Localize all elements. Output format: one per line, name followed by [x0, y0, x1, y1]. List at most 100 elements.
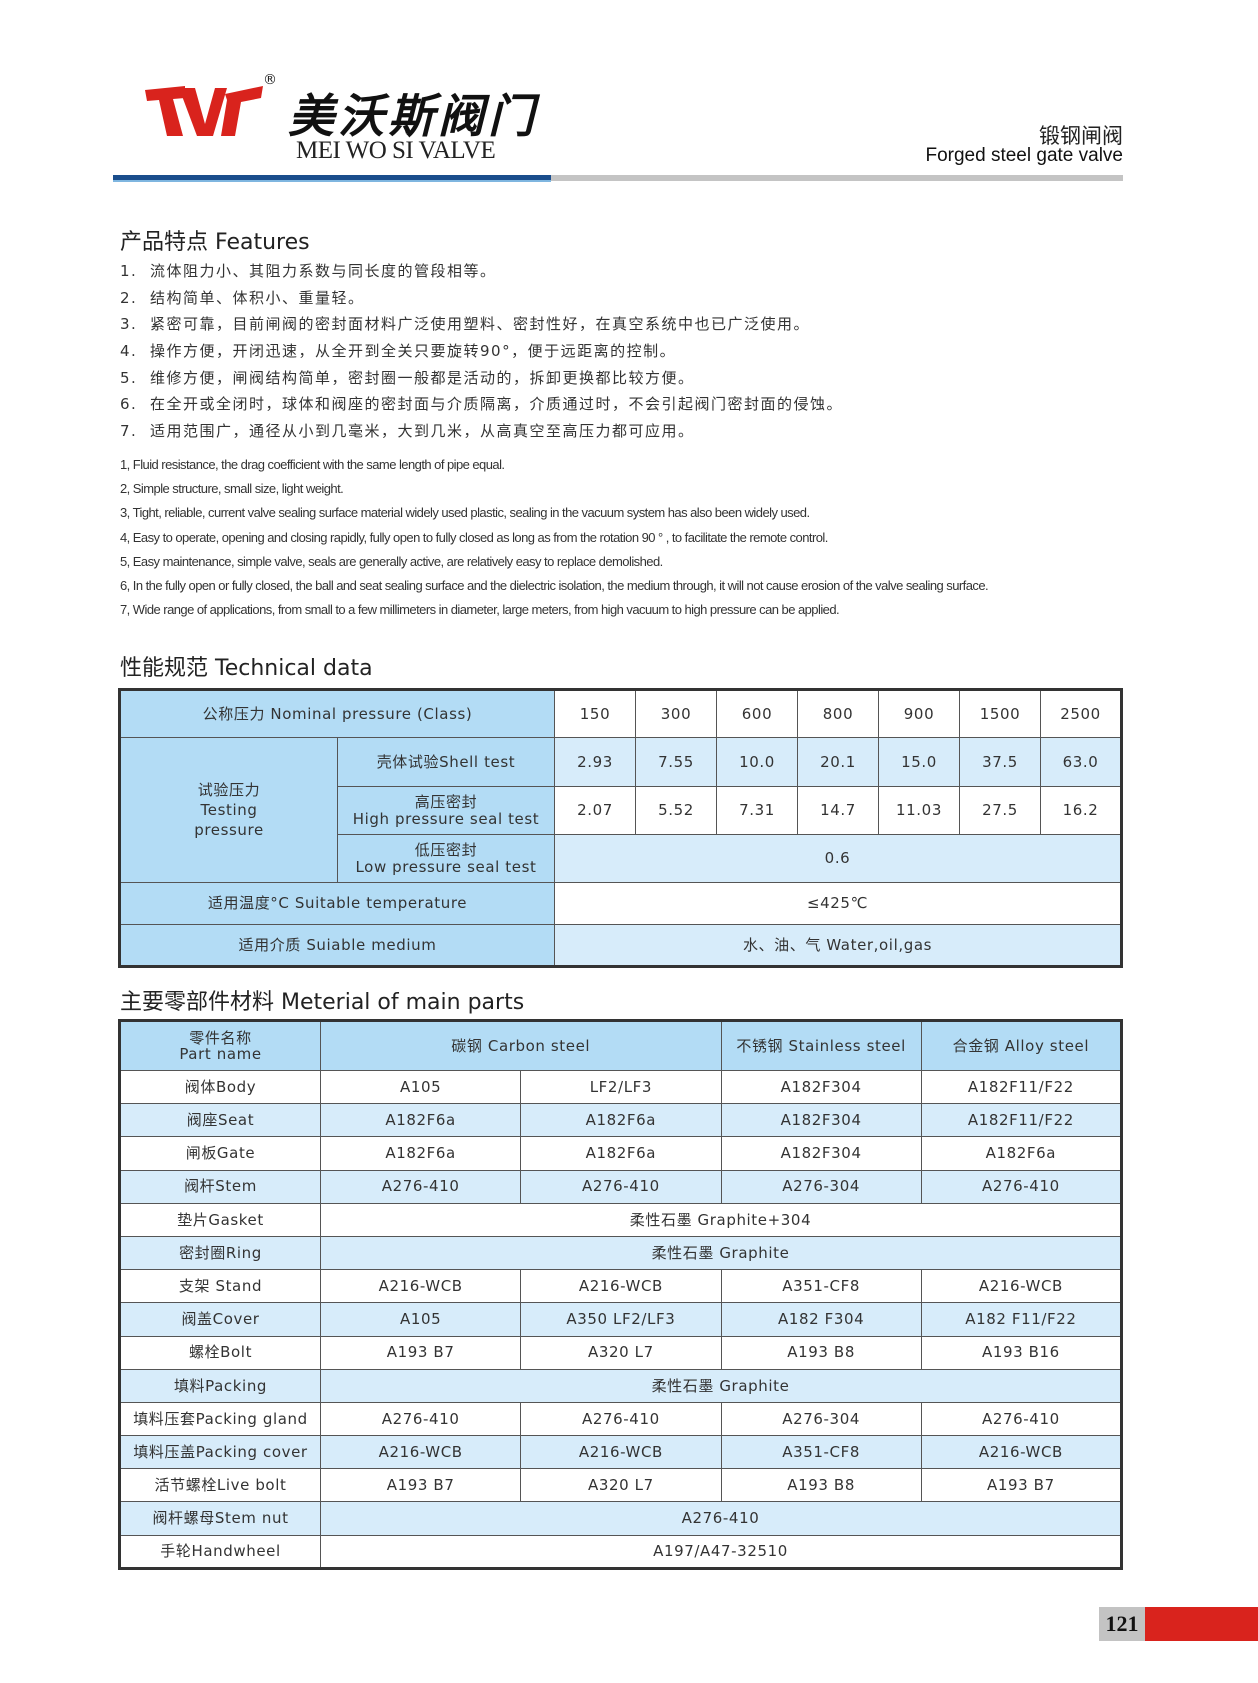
- shell-test-row: 试验压力 Testing pressure 壳体试验Shell test 2.93 7.5…: [119, 737, 1122, 883]
- material-cell: A276-410: [520, 1169, 722, 1204]
- material-row: 支架 Stand A216-WCB A216-WCB A351-CF8 A216-WCB: [119, 1269, 1123, 1304]
- part-name: 密封圈Ring: [119, 1235, 321, 1271]
- part-name: 阀体Body: [119, 1069, 321, 1105]
- material-cell: A276-410: [920, 1401, 1123, 1437]
- material-cell: 柔性石墨 Graphite: [320, 1368, 1122, 1403]
- material-cell: A182 F11/F22: [920, 1302, 1123, 1337]
- temperature-value: ≤425℃: [554, 882, 1122, 925]
- material-cell: A182F304: [720, 1069, 922, 1105]
- shell-test-value: 63.0: [1040, 737, 1122, 787]
- shell-test-label: 壳体试验Shell test: [337, 737, 555, 787]
- page-number: 121: [1099, 1607, 1145, 1641]
- feature-text: 结构简单、体积小、重量轻。: [150, 288, 365, 307]
- high-seal-value: 2.07: [554, 786, 636, 835]
- feature-item-en: 4, Easy to operate, opening and closing …: [120, 529, 828, 545]
- high-seal-value: 5.52: [635, 786, 717, 835]
- material-cell: 柔性石墨 Graphite: [320, 1235, 1122, 1271]
- label-line: Low pressure seal test: [355, 857, 537, 876]
- material-row: 阀座Seat A182F6a A182F6a A182F304 A182F11/F22: [119, 1103, 1123, 1138]
- material-cell: A182F11/F22: [920, 1069, 1123, 1105]
- shell-test-value: 10.0: [716, 737, 798, 787]
- material-cell: A350 LF2/LF3: [520, 1302, 722, 1337]
- feature-item-en: 7, Wide range of applications, from smal…: [120, 602, 840, 618]
- header-rule-blue: [113, 175, 551, 182]
- material-cell: A193 B7: [319, 1335, 522, 1370]
- shell-test-value: 2.93: [554, 737, 636, 787]
- temperature-label: 适用温度°C Suitable temperature: [119, 882, 555, 925]
- material-cell: A216-WCB: [319, 1435, 522, 1470]
- high-seal-value: 14.7: [797, 786, 879, 835]
- part-name: 填料压套Packing gland: [119, 1401, 321, 1437]
- testing-pressure-label: 试验压力 Testing pressure: [119, 737, 338, 883]
- material-row: 填料压盖Packing cover A216-WCB A216-WCB A351-CF…: [119, 1435, 1123, 1470]
- material-cell: A105: [319, 1069, 522, 1105]
- material-cell: A182F304: [720, 1103, 922, 1138]
- material-cell: A182 F304: [720, 1302, 922, 1337]
- high-seal-value: 11.03: [878, 786, 960, 835]
- class-cell: 600: [716, 689, 798, 738]
- shell-test-value: 20.1: [797, 737, 879, 787]
- product-title-chinese: 锻钢闸阀: [1039, 124, 1123, 148]
- material-row: 填料压套Packing gland A276-410 A276-410 A276-30…: [119, 1401, 1123, 1437]
- material-cell: A276-304: [720, 1169, 922, 1204]
- low-pressure-seal-label: 低压密封 Low pressure seal test: [337, 834, 555, 883]
- label-line: pressure: [194, 821, 264, 840]
- part-name: 手轮Handwheel: [119, 1534, 321, 1569]
- material-cell: A276-410: [319, 1401, 522, 1437]
- feature-item-cn: 3. 紧密可靠，目前闸阀的密封面材料广泛使用塑料、密封性好，在真空系统中也已广泛使…: [120, 311, 843, 338]
- material-cell: A351-CF8: [720, 1269, 922, 1304]
- part-name: 螺栓Bolt: [119, 1335, 321, 1370]
- class-cell: 2500: [1040, 689, 1122, 738]
- low-seal-value: 0.6: [554, 834, 1122, 883]
- material-cell: A320 L7: [520, 1335, 722, 1370]
- material-cell: A351-CF8: [720, 1435, 922, 1470]
- material-row: 密封圈Ring 柔性石墨 Graphite: [119, 1235, 1122, 1271]
- class-cell: 900: [878, 689, 960, 738]
- class-cell: 300: [635, 689, 717, 738]
- header-rule-gray: [551, 175, 1123, 181]
- material-cell: A216-WCB: [520, 1269, 722, 1304]
- part-name: 闸板Gate: [119, 1136, 321, 1171]
- class-cell: 800: [797, 689, 879, 738]
- feature-item-en: 5, Easy maintenance, simple valve, seals…: [120, 553, 663, 569]
- technical-data-heading: 性能规范 Technical data: [120, 656, 373, 681]
- material-cell: A182F6a: [319, 1103, 522, 1138]
- stainless-steel-header: 不锈钢 Stainless steel: [720, 1020, 922, 1071]
- material-cell: A320 L7: [520, 1468, 722, 1503]
- temperature-row: 适用温度°C Suitable temperature ≤425℃: [119, 882, 1122, 925]
- material-row: 阀体Body A105 LF2/LF3 A182F304 A182F11/F22: [119, 1069, 1123, 1105]
- materials-header-row: 零件名称 Part name 碳钢 Carbon steel 不锈钢 Stainles…: [119, 1020, 1123, 1071]
- label-line: 试验压力: [197, 780, 261, 799]
- high-seal-value: 16.2: [1040, 786, 1122, 835]
- material-row: 阀杆螺母Stem nut A276-410: [119, 1501, 1122, 1536]
- material-cell: A105: [319, 1302, 522, 1337]
- feature-number: 1.: [120, 262, 138, 280]
- label-line: Part name: [179, 1045, 262, 1063]
- material-cell: A182F6a: [920, 1136, 1123, 1171]
- feature-text: 紧密可靠，目前闸阀的密封面材料广泛使用塑料、密封性好，在真空系统中也已广泛使用。: [150, 315, 811, 334]
- feature-item-cn: 6. 在全开或全闭时，球体和阀座的密封面与介质隔离，介质通过时，不会引起阀门密封面…: [120, 391, 843, 418]
- label-line: High pressure seal test: [352, 809, 540, 828]
- material-cell: A182F11/F22: [920, 1103, 1123, 1138]
- material-row: 垫片Gasket 柔性石墨 Graphite+304: [119, 1202, 1122, 1237]
- material-row: 手轮Handwheel A197/A47-32510: [119, 1534, 1122, 1569]
- material-cell: A182F6a: [520, 1136, 722, 1171]
- carbon-steel-header: 碳钢 Carbon steel: [320, 1020, 722, 1071]
- label-line: Testing: [200, 800, 258, 819]
- medium-row: 适用介质 Suiable medium 水、油、气 Water,oil,gas: [119, 924, 1122, 967]
- feature-number: 3.: [120, 315, 138, 334]
- feature-item-cn: 2. 结构简单、体积小、重量轻。: [120, 285, 843, 312]
- material-cell: A197/A47-32510: [320, 1534, 1122, 1569]
- material-cell: LF2/LF3: [520, 1069, 722, 1105]
- material-cell: 柔性石墨 Graphite+304: [320, 1202, 1122, 1237]
- material-cell: A182F6a: [520, 1103, 722, 1138]
- feature-text: 维修方便，闸阀结构简单，密封圈一般都是活动的，拆卸更换都比较方便。: [150, 368, 695, 387]
- nominal-pressure-row: 公称压力 Nominal pressure (Class) 150 300 600 80…: [119, 689, 1122, 738]
- feature-item-cn: 4. 操作方便，开闭迅速，从全开到全关只要旋转90°，便于远距离的控制。: [120, 338, 843, 365]
- page-tab-red: [1145, 1607, 1258, 1641]
- material-cell: A193 B16: [920, 1335, 1123, 1370]
- material-row: 阀盖Cover A105 A350 LF2/LF3 A182 F304 A182 F11…: [119, 1302, 1123, 1337]
- features-list-chinese: 1. 流体阻力小、其阻力系数与同长度的管段相等。 2. 结构简单、体积小、重量轻。 3.…: [120, 258, 843, 445]
- material-row: 填料Packing 柔性石墨 Graphite: [119, 1368, 1122, 1403]
- brand-logo-mark: [145, 86, 263, 136]
